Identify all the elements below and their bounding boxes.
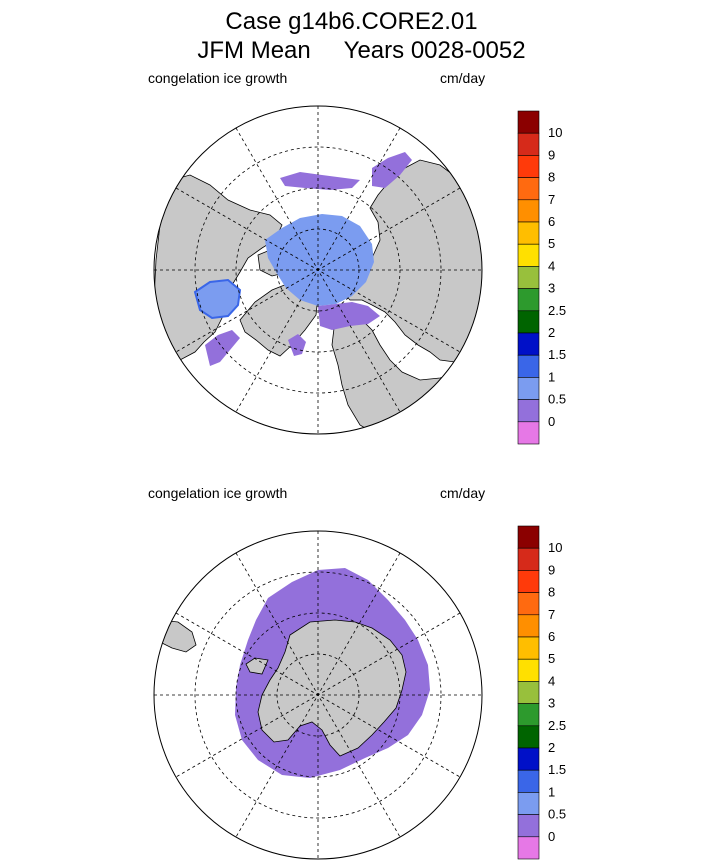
arctic-ice-purple-okhotsk xyxy=(372,152,412,188)
legend-bottom-label: 9 xyxy=(548,562,555,577)
legend-bottom-label: 3 xyxy=(548,696,555,711)
panel2-units: cm/day xyxy=(440,485,486,501)
legend-top-label: 1 xyxy=(548,369,555,384)
legend-top-swatch xyxy=(517,177,540,201)
legend-bottom-label: 1.5 xyxy=(548,762,566,777)
legend-top-label: 0.5 xyxy=(548,392,566,407)
legend-top-swatch xyxy=(517,199,540,223)
legend-top-swatch xyxy=(517,243,540,267)
antarctic-map xyxy=(153,530,483,860)
legend-top-label: 3 xyxy=(548,281,555,296)
legend-top: 10 9 8 7 6 5 4 3 2.5 2 1.5 1 0.5 0 xyxy=(517,110,566,445)
legend-bottom-swatch xyxy=(517,525,540,549)
legend-top-label: 5 xyxy=(548,236,555,251)
legend-top-swatch xyxy=(517,421,540,445)
legend-top-swatch xyxy=(517,377,540,400)
panel2-subtitle: congelation ice growth xyxy=(148,485,288,501)
legend-top-swatch xyxy=(517,332,540,356)
arctic-map xyxy=(153,105,483,435)
legend-bottom-label: 5 xyxy=(548,651,555,666)
legend-bottom-label: 10 xyxy=(548,540,562,555)
arctic-ice-purple-atlantic xyxy=(318,302,380,330)
main-title-line2: JFM Mean Years 0028-0052 xyxy=(197,37,526,64)
antarctic-map-border xyxy=(153,530,483,860)
legend-bottom-swatch xyxy=(517,703,540,727)
legend-bottom-label: 4 xyxy=(548,673,555,688)
legend-top-label: 7 xyxy=(548,192,555,207)
legend-top-label: 4 xyxy=(548,258,555,273)
legend-top-label: 6 xyxy=(548,214,555,229)
legend-bottom-label: 8 xyxy=(548,585,555,600)
legend-bottom-swatch xyxy=(517,836,540,860)
legend-bottom-label: 0 xyxy=(548,829,555,844)
legend-bottom-label: 2 xyxy=(548,740,555,755)
legend-top-swatch xyxy=(517,266,540,289)
arctic-ice-purple-pacific xyxy=(280,172,360,190)
panel1-subtitle: congelation ice growth xyxy=(148,70,288,86)
legend-top-label: 1.5 xyxy=(548,347,566,362)
legend-bottom-swatch xyxy=(517,592,540,616)
legend-bottom-label: 1 xyxy=(548,784,555,799)
antarctic-land-peninsula xyxy=(245,657,269,675)
arctic-sea-ice-core xyxy=(265,214,374,306)
legend-top-label: 2 xyxy=(548,325,555,340)
legend-bottom: 10 9 8 7 6 5 4 3 2.5 2 1.5 1 0.5 0 xyxy=(517,525,566,860)
legend-bottom-label: 0.5 xyxy=(548,807,566,822)
legend-top-swatch xyxy=(517,155,540,178)
antarctic-graticule xyxy=(154,531,482,859)
legend-bottom-swatch xyxy=(517,681,540,704)
legend-bottom-swatch xyxy=(517,614,540,638)
legend-top-swatch xyxy=(517,310,540,334)
legend-top-swatch xyxy=(517,132,540,156)
main-title-line1: Case g14b6.CORE2.01 xyxy=(225,8,478,35)
legend-top-swatch xyxy=(517,354,540,378)
legend-top-label: 8 xyxy=(548,170,555,185)
arctic-map-border xyxy=(153,105,483,435)
arctic-graticule xyxy=(154,106,482,434)
legend-bottom-label: 7 xyxy=(548,607,555,622)
legend-top-label: 0 xyxy=(548,414,555,429)
legend-bottom-swatch xyxy=(517,570,540,593)
legend-top-swatch xyxy=(517,288,540,312)
legend-bottom-swatch xyxy=(517,814,540,838)
legend-bottom-swatch xyxy=(517,658,540,682)
legend-bottom-swatch xyxy=(517,547,540,571)
hudson-bay-ice xyxy=(193,278,242,320)
panel1-units: cm/day xyxy=(440,70,486,86)
antarctic-land-continent xyxy=(257,619,407,757)
legend-bottom-swatch xyxy=(517,725,540,749)
legend-bottom-label: 6 xyxy=(548,629,555,644)
legend-top-label: 2.5 xyxy=(548,303,566,318)
legend-top-swatch xyxy=(517,221,540,245)
legend-top-swatch xyxy=(517,399,540,423)
legend-bottom-swatch xyxy=(517,747,540,771)
legend-bottom-swatch xyxy=(517,792,540,815)
legend-bottom-swatch xyxy=(517,636,540,660)
legend-top-label: 10 xyxy=(548,125,562,140)
legend-top-swatch xyxy=(517,110,540,134)
legend-bottom-swatch xyxy=(517,769,540,793)
legend-top-label: 9 xyxy=(548,147,555,162)
legend-bottom-label: 2.5 xyxy=(548,718,566,733)
